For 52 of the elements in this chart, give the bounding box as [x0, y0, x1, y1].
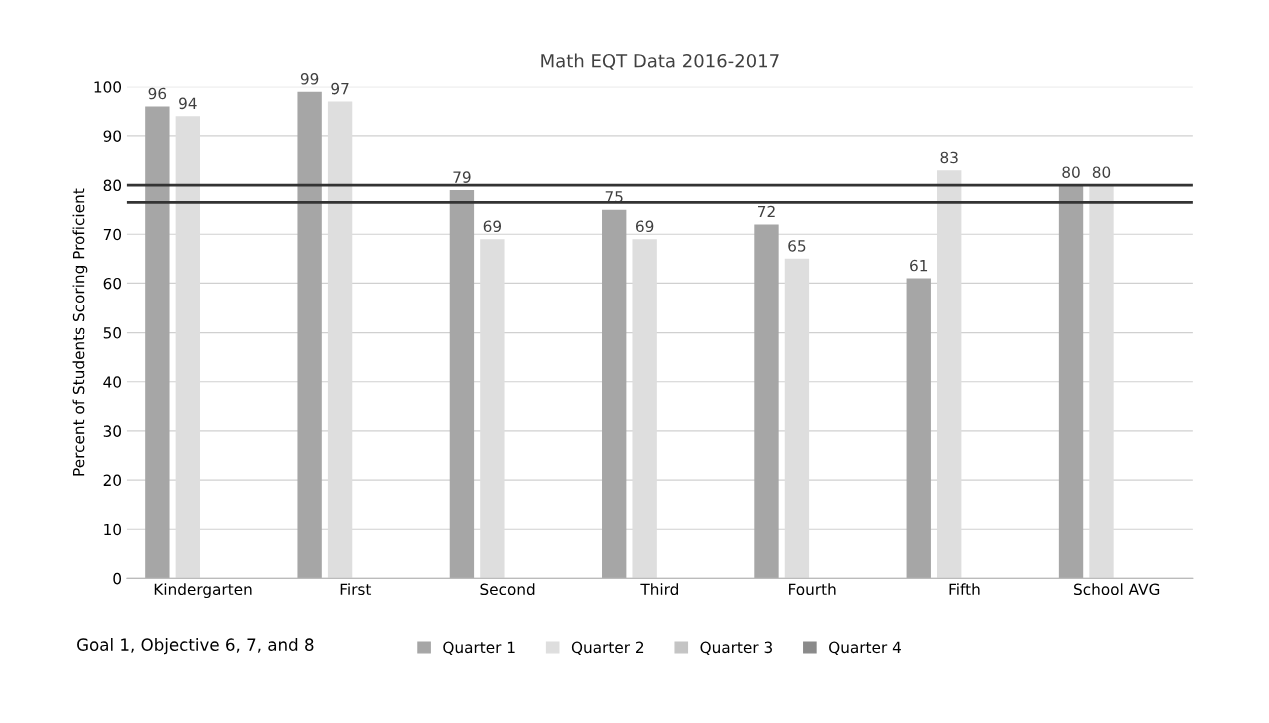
data-label: 69: [636, 220, 654, 233]
data-label: 61: [910, 259, 928, 272]
x-tick-label: First: [340, 583, 372, 596]
bar: [449, 190, 475, 579]
bar: [937, 170, 962, 579]
bar: [175, 116, 200, 579]
data-label: 96: [148, 87, 167, 100]
bar: [145, 106, 170, 579]
data-label: 80: [1092, 166, 1111, 178]
x-tick-label: Second: [480, 583, 535, 596]
data-label: 65: [788, 240, 806, 252]
bar: [480, 239, 505, 579]
chart-title: Math EQT Data 2016-2017: [541, 53, 779, 70]
bar: [1058, 185, 1084, 579]
x-tick-label: School AVG: [1074, 583, 1160, 596]
data-label: 80: [1062, 166, 1080, 178]
x-tick-label: Kindergarten: [154, 583, 252, 599]
y-tick-label: 70: [103, 228, 122, 241]
x-tick-label: Fifth: [949, 583, 980, 595]
y-tick-label: 80: [103, 179, 122, 192]
bar: [1089, 185, 1114, 579]
data-label: 99: [300, 72, 319, 85]
y-tick-label: 30: [103, 425, 122, 437]
data-label: 79: [453, 171, 471, 183]
bar: [602, 209, 627, 579]
bar: [632, 239, 657, 579]
bar: [784, 258, 810, 579]
data-label: 94: [179, 97, 197, 110]
legend-label: Quarter 3: [700, 641, 772, 655]
y-tick-label: 0: [113, 572, 122, 585]
y-tick-label: 90: [103, 130, 122, 142]
data-label: 83: [940, 151, 958, 164]
legend-label: Quarter 1: [443, 641, 515, 655]
legend-label: Quarter 4: [829, 641, 901, 655]
bar: [327, 101, 353, 579]
x-tick-label: Fourth: [789, 583, 836, 596]
y-axis-title: Percent of Students Scoring Proficient: [72, 188, 88, 476]
bar: [297, 91, 322, 579]
bar: [754, 224, 779, 579]
text: Goal 1, Objective 6, 7, and 8: [77, 638, 314, 655]
y-tick-label: 20: [103, 474, 122, 487]
y-tick-label: 40: [103, 376, 122, 388]
legend-label: Quarter 2: [571, 641, 644, 655]
y-tick-label: 60: [103, 277, 122, 290]
data-label: 72: [758, 205, 775, 218]
data-label: 97: [331, 82, 349, 95]
y-tick-label: 100: [94, 81, 122, 93]
x-tick-label: Third: [640, 583, 678, 596]
y-tick-label: 50: [103, 327, 122, 339]
data-label: 69: [483, 220, 502, 233]
y-tick-label: 10: [104, 523, 122, 536]
bar: [906, 278, 931, 579]
